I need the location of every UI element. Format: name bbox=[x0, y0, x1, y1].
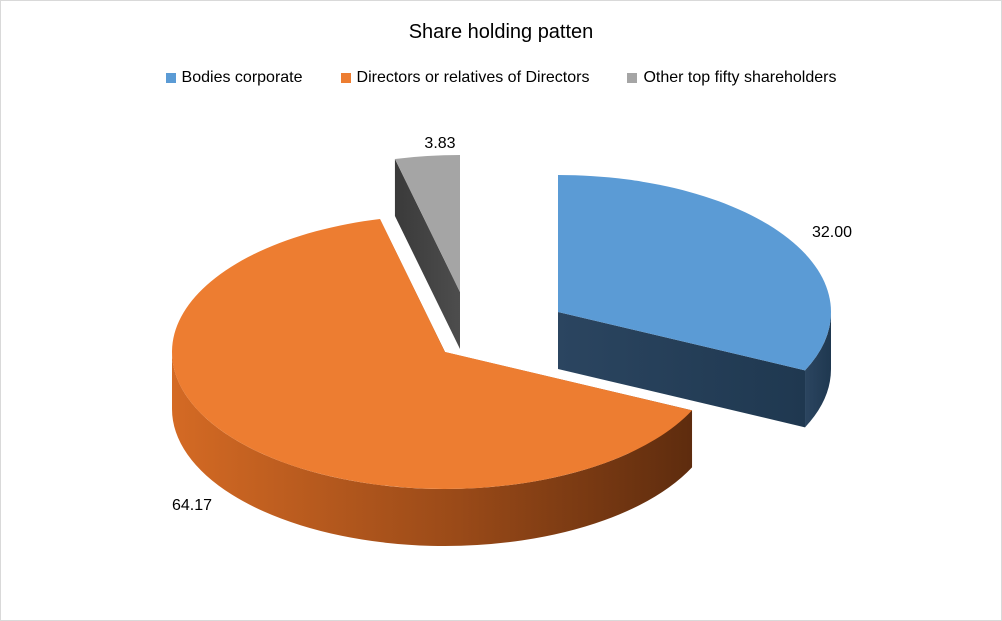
slice-bodies-corporate bbox=[558, 175, 831, 428]
legend-item-directors: Directors or relatives of Directors bbox=[340, 69, 590, 87]
legend-swatch-directors bbox=[340, 73, 351, 83]
slice-bodies-corporate-side-0 bbox=[805, 312, 831, 428]
slice-directors-side-0 bbox=[172, 352, 693, 546]
data-label-directors: 64.17 bbox=[172, 497, 212, 514]
legend-label-directors: Directors or relatives of Directors bbox=[356, 69, 590, 86]
chart-title: Share holding patten bbox=[408, 21, 594, 43]
slice-directors bbox=[171, 218, 693, 546]
legend-item-bodies-corporate: Bodies corporate bbox=[165, 69, 303, 87]
data-label-other-shareholders: 3.83 bbox=[424, 135, 455, 152]
slice-other-shareholders-top bbox=[394, 155, 460, 292]
legend: Bodies corporate Directors or relatives … bbox=[1, 69, 1001, 87]
slice-other-shareholders-wall-start bbox=[394, 158, 460, 349]
slice-bodies-corporate-wall-end bbox=[558, 312, 806, 428]
legend-label-other-shareholders: Other top fifty shareholders bbox=[643, 69, 837, 86]
pie-data-labels: 32.00 64.17 3.83 bbox=[172, 135, 852, 514]
slice-other-shareholders bbox=[394, 155, 460, 349]
legend-item-other-shareholders: Other top fifty shareholders bbox=[627, 69, 836, 87]
legend-label-bodies-corporate: Bodies corporate bbox=[181, 69, 303, 86]
slice-bodies-corporate-top bbox=[558, 175, 831, 371]
legend-swatch-other-shareholders bbox=[627, 73, 638, 83]
data-label-bodies-corporate: 32.00 bbox=[812, 224, 852, 241]
legend-swatch-bodies-corporate bbox=[165, 73, 176, 83]
pie-slices bbox=[171, 155, 831, 546]
slice-directors-top bbox=[171, 218, 693, 490]
